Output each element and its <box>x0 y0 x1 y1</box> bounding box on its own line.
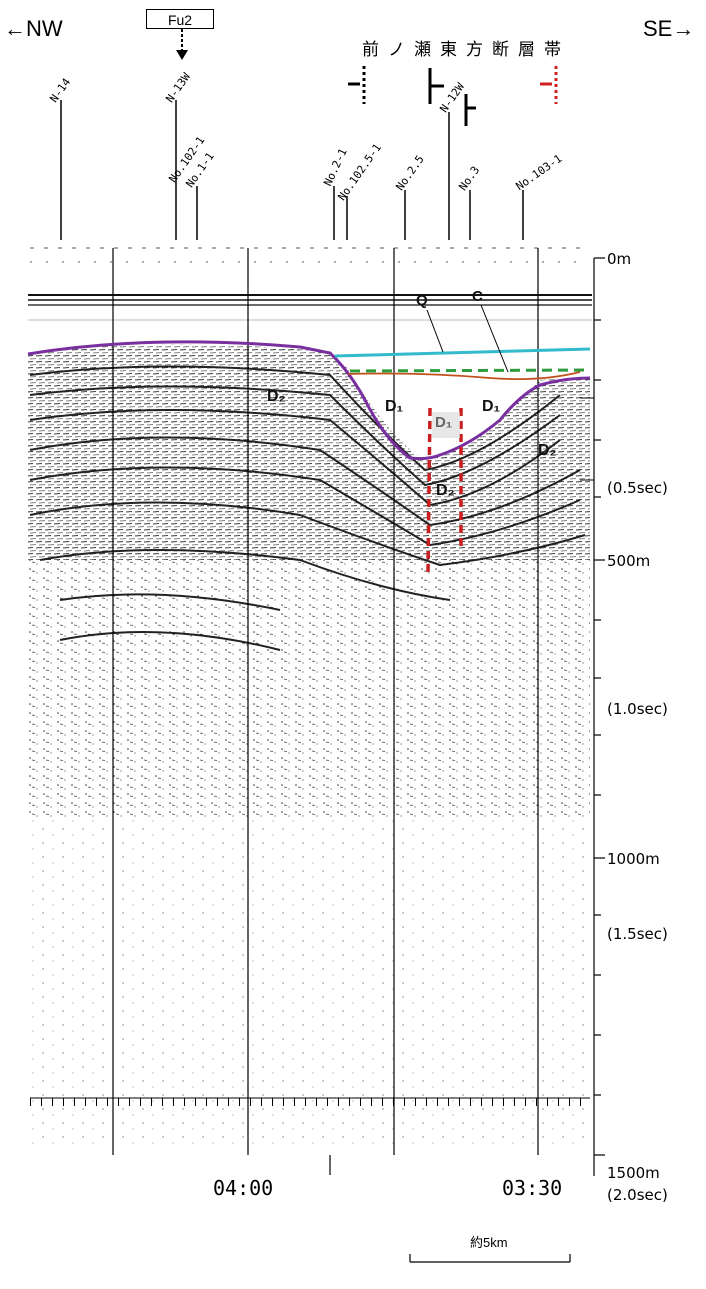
unit-c-label: C <box>472 288 483 305</box>
depth-label: (1.0sec) <box>607 700 668 718</box>
unit-d2-center-label: D₂ <box>436 482 455 499</box>
reflector-lines <box>29 365 586 651</box>
unit-d1-left-label: D₁ <box>385 398 404 415</box>
scale-bar <box>409 1254 571 1263</box>
unit-d1-center-label: D₁ <box>435 414 453 431</box>
unit-d2-left-label: D₂ <box>267 388 286 405</box>
depth-label: (1.5sec) <box>607 925 668 943</box>
seafloor-horizon <box>27 340 591 461</box>
deep-reflectors <box>28 820 590 1150</box>
survey-line-ticks <box>60 100 524 240</box>
top-tick-row <box>30 247 590 263</box>
fu-arrow <box>176 29 188 60</box>
d1-center-box <box>432 412 460 438</box>
c-layer-base <box>347 371 581 381</box>
c-pointer <box>480 304 509 373</box>
depth-label: 1000m <box>607 850 660 868</box>
se-direction-label: SE→ <box>643 16 695 41</box>
c-layer-line <box>349 368 591 373</box>
fault-traces <box>426 407 463 573</box>
mid-reflectors <box>28 560 590 820</box>
fu-fault-label-box: Fu2 <box>146 9 214 29</box>
time-mark-right: 03:30 <box>502 1176 563 1200</box>
scale-bar-label: 約5km <box>470 1235 508 1250</box>
unit-d2-right-label: D₂ <box>538 442 557 459</box>
q-pointer <box>426 309 444 353</box>
dense-reflectors <box>28 344 590 560</box>
unit-q-label: Q <box>416 292 428 309</box>
fault-symbol-black-solid <box>428 68 476 126</box>
fault-zone-title: 前ノ瀬東方断層帯 <box>362 40 570 60</box>
depth-label: (2.0sec) <box>607 1186 668 1204</box>
nw-direction-label: ←NW <box>4 16 63 41</box>
water-bands <box>28 294 592 321</box>
depth-label: 500m <box>607 552 651 570</box>
q-layer-line <box>334 347 591 358</box>
fault-symbol-black-dotted <box>348 66 366 104</box>
record-boundaries <box>112 248 539 1155</box>
fault-symbol-red-dotted <box>540 66 558 104</box>
depth-label: 1500m <box>607 1164 660 1182</box>
unit-d1-right-label: D₁ <box>482 398 501 415</box>
bottom-tick-row <box>30 1097 590 1106</box>
depth-label: (0.5sec) <box>607 479 668 497</box>
depth-axis <box>593 257 605 1176</box>
fu-fault-label: Fu2 <box>167 12 193 28</box>
time-mark-left: 04:00 <box>213 1176 274 1200</box>
depth-label: 0m <box>607 250 632 268</box>
